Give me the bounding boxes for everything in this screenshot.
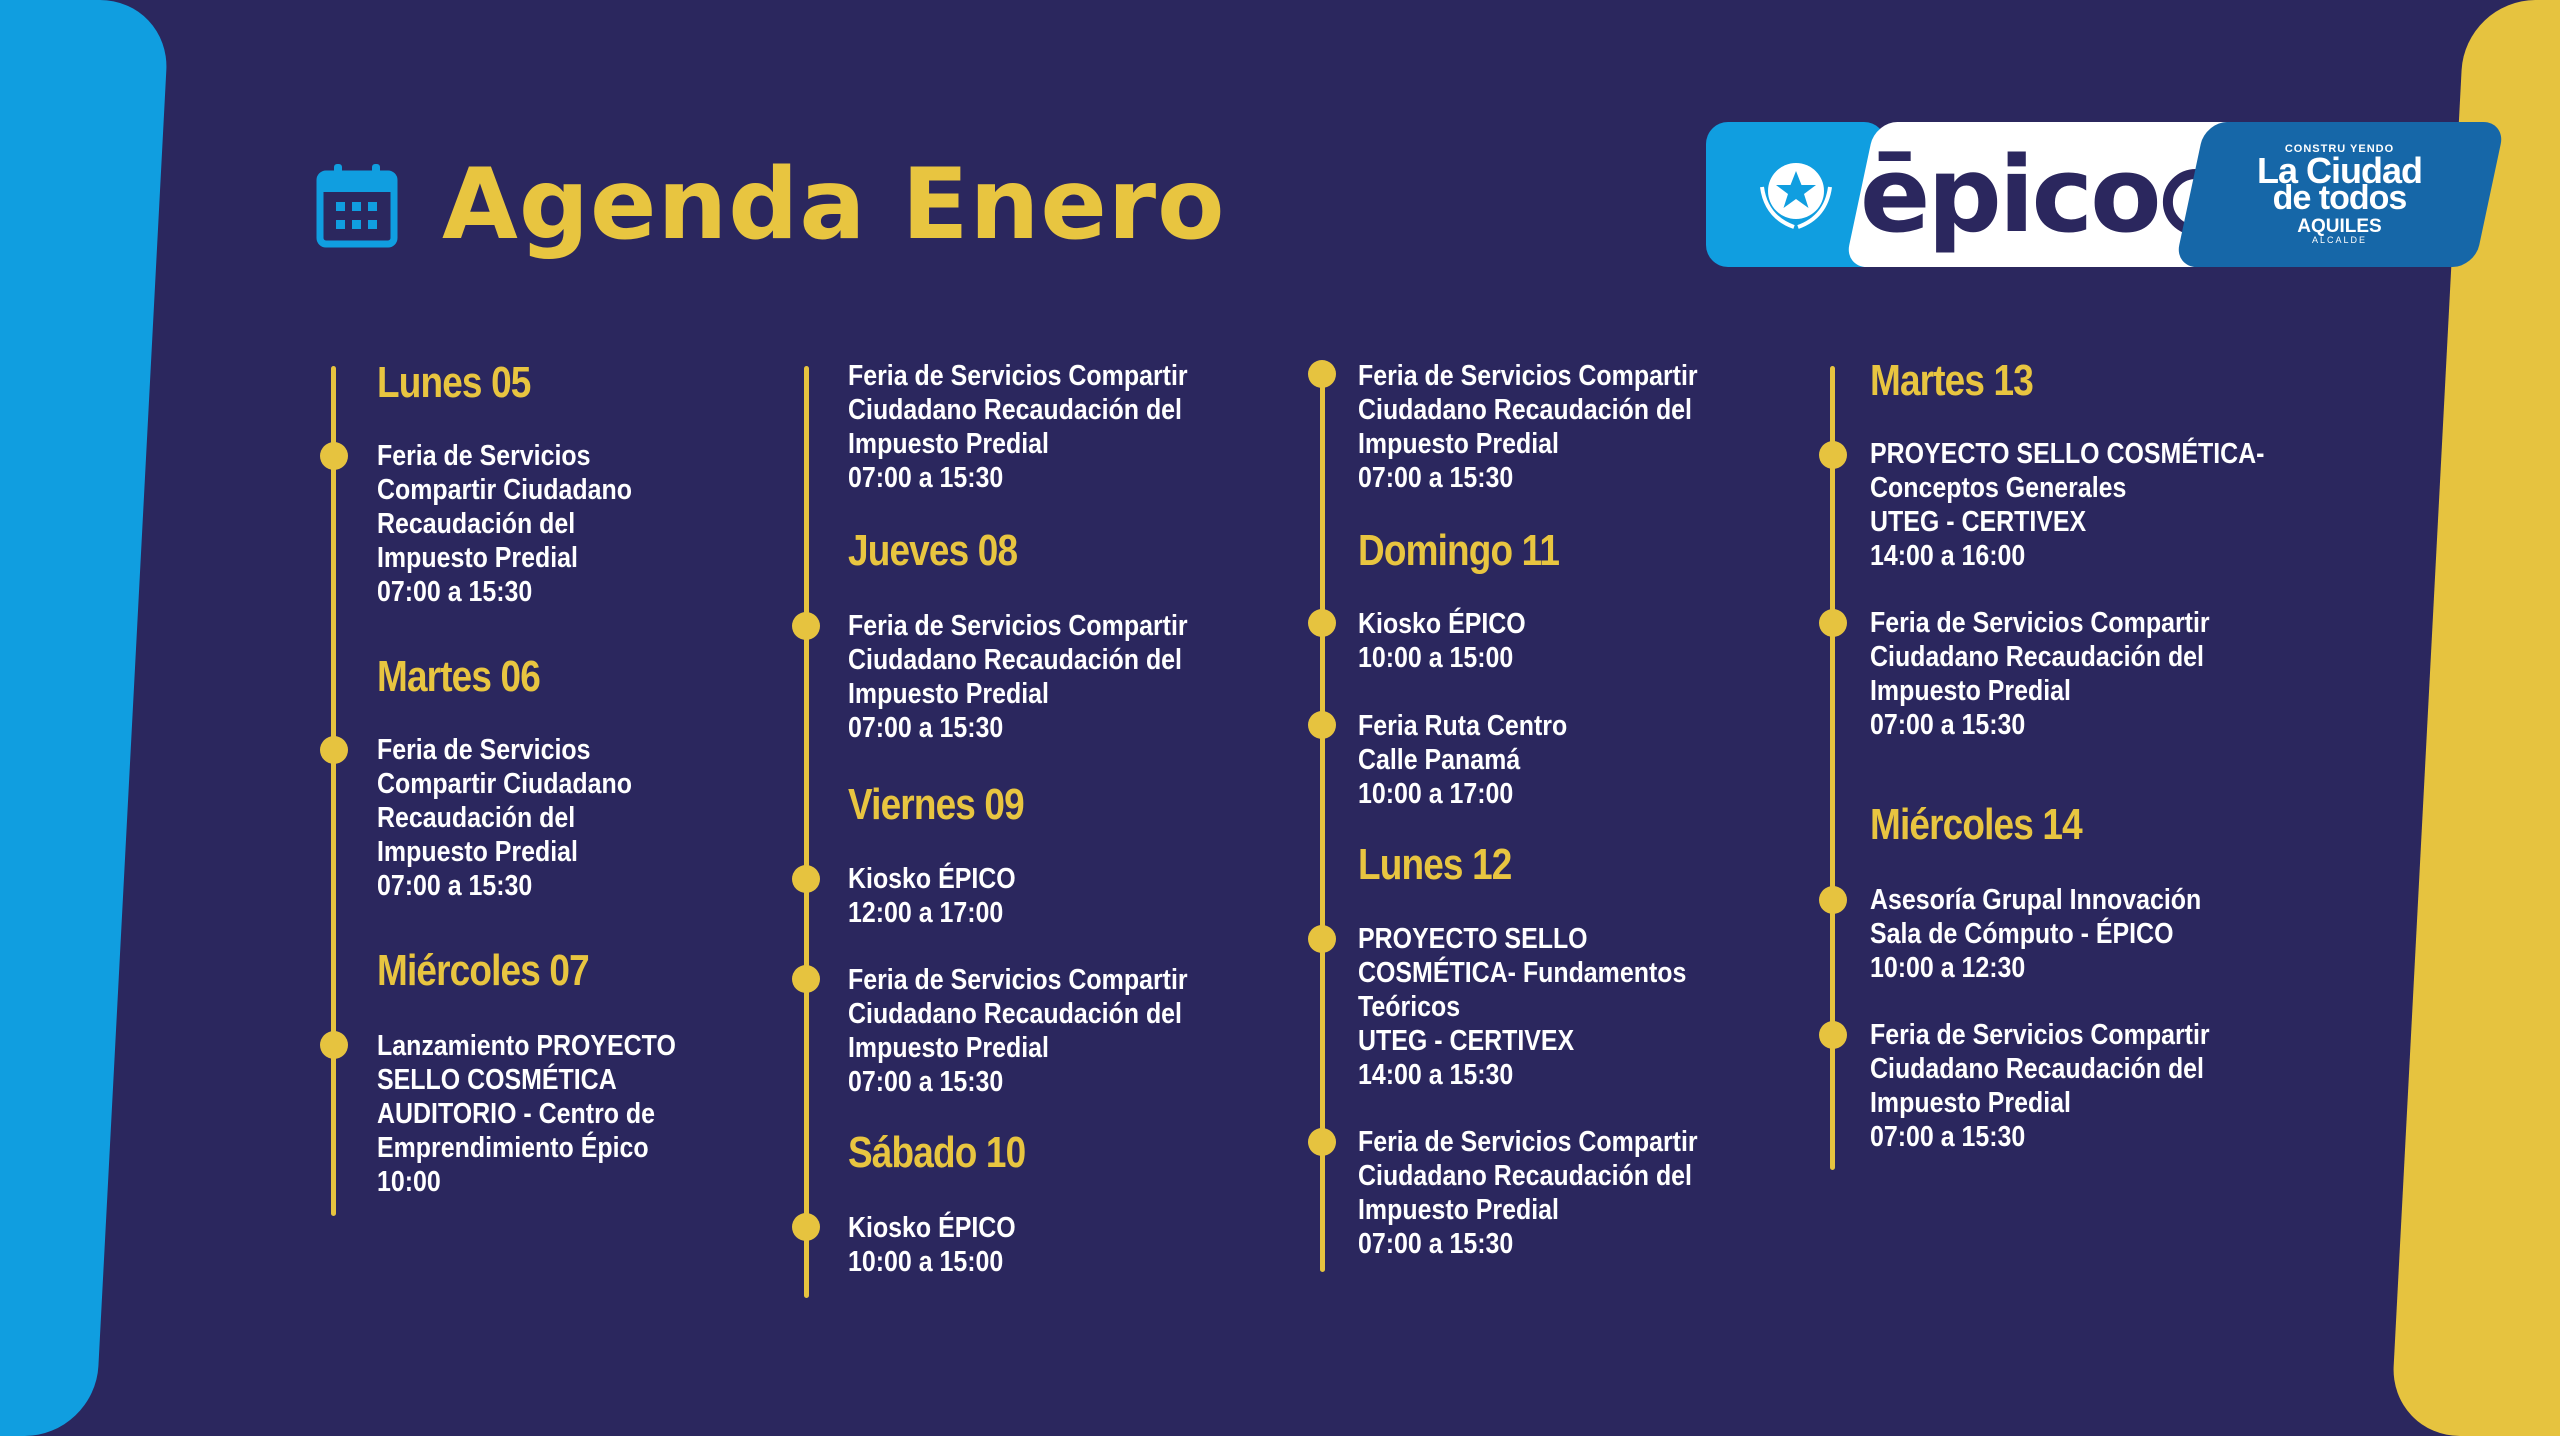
timeline-line [1320,366,1325,1272]
event-entry: Asesoría Grupal Innovación Sala de Cómput… [1870,884,2202,984]
timeline-dot [1819,886,1847,914]
left-blue-stripe [0,0,170,1436]
city-logo-name: AQUILES [2297,216,2383,237]
timeline-dot [792,865,820,893]
timeline-dot [1308,1128,1336,1156]
day-heading: Lunes 12 [1358,840,1512,889]
event-entry: Feria de Servicios Compartir Ciudadano Re… [848,964,1188,1098]
timeline-line [804,366,809,1298]
day-heading: Sábado 10 [848,1128,1026,1177]
timeline-dot [1308,711,1336,739]
page-title: Agenda Enero [442,148,1226,262]
event-entry: PROYECTO SELLO COSMÉTICA- Fundamentos Teór… [1358,923,1687,1091]
day-heading: Lunes 05 [377,358,531,407]
timeline-line [331,366,336,1216]
event-entry: Kiosko ÉPICO 10:00 a 15:00 [1358,608,1526,674]
day-heading: Jueves 08 [848,526,1018,575]
day-heading: Miércoles 07 [377,946,590,995]
timeline-dot [792,965,820,993]
event-entry: Feria de Servicios Compartir Ciudadano Re… [848,360,1188,494]
event-entry: Kiosko ÉPICO 10:00 a 15:00 [848,1212,1016,1278]
event-entry: Kiosko ÉPICO 12:00 a 17:00 [848,863,1016,929]
timeline-dot [792,612,820,640]
epico-wordmark: ēpico [1859,133,2159,256]
event-entry: Lanzamiento PROYECTO SELLO COSMÉTICA AUDIT… [377,1030,676,1198]
star-seal-icon [1760,162,1832,229]
event-entry: PROYECTO SELLO COSMÉTICA- Conceptos Gener… [1870,438,2265,572]
city-logo-line2: de todos [2273,179,2407,217]
event-entry: Feria de Servicios Compartir Ciudadano Rec… [377,440,632,608]
event-entry: Feria de Servicios Compartir Ciudadano Re… [848,610,1188,744]
timeline-dot [792,1213,820,1241]
page-header: Agenda Enero [316,150,1225,260]
timeline-dot [1819,441,1847,469]
day-heading: Martes 06 [377,652,541,701]
timeline-dot [1819,609,1847,637]
timeline-dot [1308,360,1336,388]
city-logo-role: ALCALDE [2312,235,2368,245]
timeline-dot [1308,609,1336,637]
city-logo: CONSTRU YENDO La Ciudad de todos AQUILES… [2174,122,2506,267]
event-entry: Feria de Servicios Compartir Ciudadano Re… [1358,360,1698,494]
day-heading: Martes 13 [1870,356,2034,405]
event-entry: Feria de Servicios Compartir Ciudadano Re… [1870,1019,2210,1153]
timeline-dot [320,442,348,470]
timeline-dot [320,736,348,764]
day-heading: Miércoles 14 [1870,800,2083,849]
event-entry: Feria de Servicios Compartir Ciudadano Re… [1870,607,2210,741]
calendar-icon [316,164,398,248]
event-entry: Feria de Servicios Compartir Ciudadano Rec… [377,734,632,902]
timeline-dot [1308,925,1336,953]
event-entry: Feria de Servicios Compartir Ciudadano Re… [1358,1126,1698,1260]
event-entry: Feria Ruta Centro Calle Panamá 10:00 a 17:… [1358,710,1568,810]
timeline-dot [1819,1021,1847,1049]
timeline-line [1830,366,1835,1170]
timeline-dot [320,1031,348,1059]
day-heading: Viernes 09 [848,780,1025,829]
day-heading: Domingo 11 [1358,526,1560,575]
